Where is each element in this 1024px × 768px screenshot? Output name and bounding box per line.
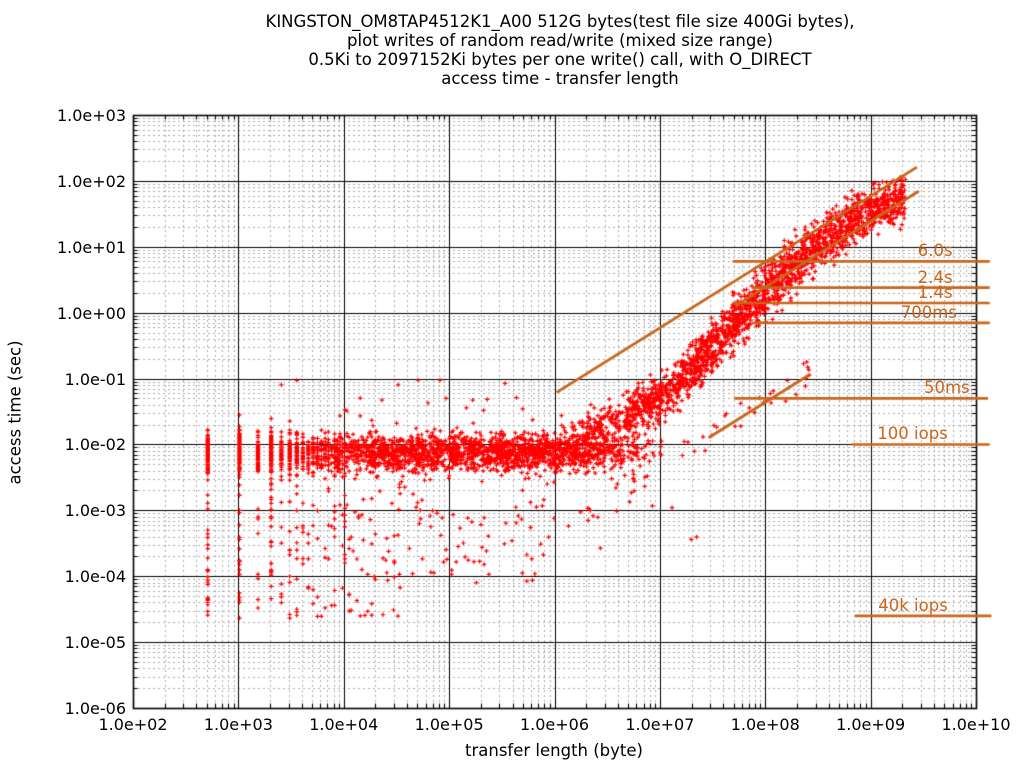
y-tick-label: 1.0e-05 (64, 633, 126, 653)
chart-title-line-2: plot writes of random read/write (mixed … (347, 31, 773, 50)
y-tick-label: 1.0e+00 (56, 303, 126, 323)
x-tick-label: 1.0e+07 (625, 715, 695, 734)
x-tick-label: 1.0e+10 (941, 715, 1011, 734)
x-tick-label: 1.0e+08 (730, 715, 800, 734)
annotation-label: 2.4s (917, 267, 953, 287)
annotation-label: 100 iops (877, 424, 948, 444)
y-tick-label: 1.0e-04 (64, 567, 126, 587)
x-tick-label: 1.0e+09 (836, 715, 906, 734)
x-tick-label: 1.0e+04 (309, 715, 379, 734)
x-tick-label: 1.0e+06 (519, 715, 590, 734)
y-axis-title: access time (sec) (5, 340, 25, 485)
x-tick-label: 1.0e+03 (203, 715, 273, 734)
y-tick-label: 1.0e+01 (56, 237, 126, 257)
annotation-label: 6.0s (917, 241, 953, 261)
y-tick-label: 1.0e-06 (64, 699, 126, 718)
y-tick-label: 1.0e+02 (56, 171, 126, 191)
annotation-label: 50ms (923, 378, 970, 398)
chart-title-line-1: KINGSTON_OM8TAP4512K1_A00 512G bytes(tes… (265, 12, 855, 31)
x-tick-label: 1.0e+02 (98, 715, 168, 734)
x-axis-title: transfer length (byte) (465, 741, 643, 760)
annotation-label: 700ms (900, 302, 957, 322)
annotation-label: 1.4s (917, 283, 953, 303)
annotation-label: 40k iops (878, 595, 948, 615)
x-tick-label: 1.0e+05 (414, 715, 484, 734)
y-tick-label: 1.0e-01 (64, 369, 126, 389)
y-tick-label: 1.0e-02 (64, 435, 126, 455)
chart-title-line-3: 0.5Ki to 2097152Ki bytes per one write()… (308, 50, 812, 69)
y-tick-label: 1.0e-03 (64, 501, 126, 521)
chart-title-line-4: access time - transfer length (441, 69, 679, 88)
y-tick-label: 1.0e+03 (56, 106, 126, 125)
